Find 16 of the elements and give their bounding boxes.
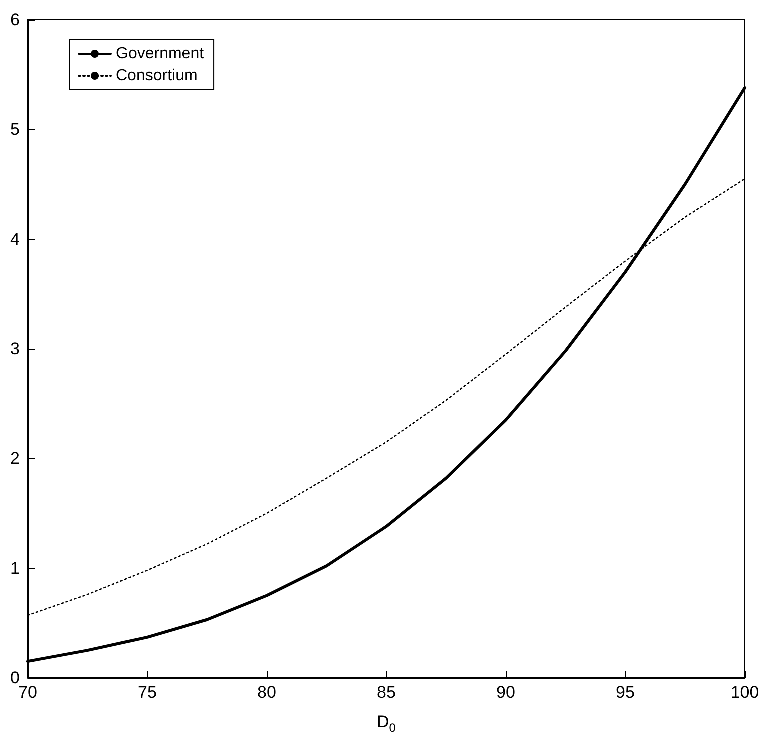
x-tick-label: 100 bbox=[730, 683, 760, 702]
x-tick-label: 70 bbox=[18, 683, 38, 702]
y-tick-label: 2 bbox=[10, 449, 20, 468]
x-tick-label: 95 bbox=[616, 683, 635, 702]
x-tick-label: 90 bbox=[496, 683, 516, 702]
x-tick-label: 85 bbox=[377, 683, 396, 702]
y-tick-label: 3 bbox=[10, 340, 20, 358]
x-tick-label: 75 bbox=[138, 683, 157, 702]
y-tick-label: 4 bbox=[10, 230, 20, 249]
y-tick-label: 6 bbox=[10, 10, 20, 30]
y-tick-label: 5 bbox=[10, 120, 20, 140]
legend-label: Government bbox=[116, 46, 205, 62]
y-tick-label: 0 bbox=[10, 668, 20, 688]
y-tick-label: 1 bbox=[10, 558, 20, 578]
x-tick-label: 80 bbox=[258, 683, 276, 702]
legend-label: Consortium bbox=[116, 68, 198, 84]
